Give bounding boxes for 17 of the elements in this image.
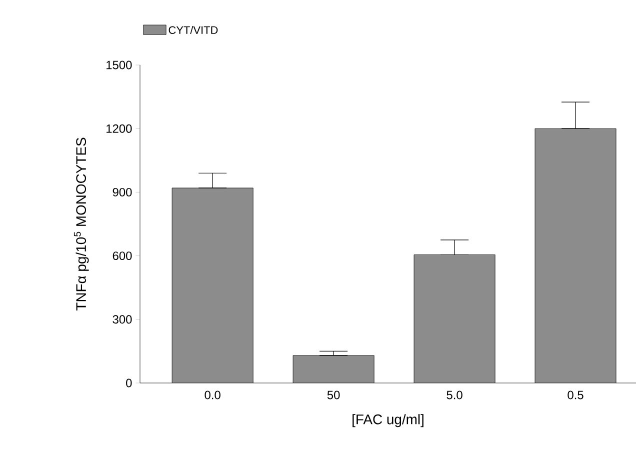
bar [293,355,374,383]
bar [534,128,616,383]
legend-label: CYT/VITD [168,26,218,34]
x-tick-label: 0.0 [204,390,220,400]
y-axis-title: TNFα pg/10$^{5}$ MONOCYTES [74,138,89,311]
y-tick-label: 600 [112,252,132,260]
y-tick-label: 1200 [106,124,132,133]
y-tick-label: 900 [112,188,132,196]
bar [414,254,496,383]
x-axis-title: [FAC ug/ml] [352,414,424,428]
y-tick-label: 1500 [106,60,132,70]
x-tick-label: 50 [327,390,340,400]
bar [172,188,254,383]
x-tick-label: 0.5 [568,390,584,400]
y-tick-label: 300 [112,315,132,324]
x-tick-label: 5.0 [446,390,462,400]
y-tick-label: 0 [126,378,132,388]
